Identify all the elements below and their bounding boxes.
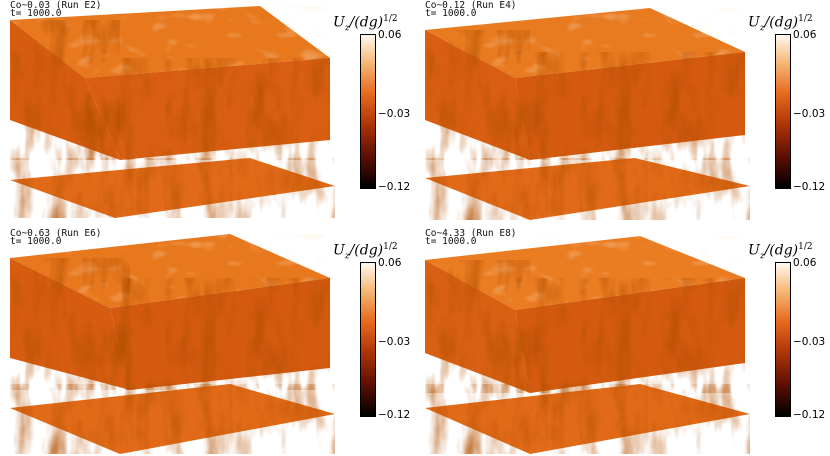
panel-e6-graphic (10, 234, 335, 454)
colorbar-title: Uz/(dg)1/2 (333, 14, 398, 34)
colorbar (775, 34, 791, 189)
panel-time: t= 1000.0 (425, 236, 477, 247)
colorbar-tick-min: −0.12 (378, 181, 411, 193)
panel-time: t= 1000.0 (10, 236, 62, 247)
colorbar-title: Uz/(dg)1/2 (748, 242, 813, 262)
colorbar-tick-min: −0.12 (793, 409, 826, 421)
colorbar (360, 262, 376, 417)
panel-label: Co~0.03 (Run E2) (10, 0, 102, 11)
panel-time: t= 1000.0 (10, 8, 62, 19)
panel-e4: Co~0.12 (Run E4) t= 1000.0 Uz/(dg)1/2 0.… (415, 0, 830, 228)
colorbar-title: Uz/(dg)1/2 (748, 14, 813, 34)
colorbar-tick-max: 0.06 (378, 29, 402, 41)
colorbar-tick-min: −0.12 (793, 181, 826, 193)
colorbar-tick-mid: −0.03 (378, 336, 411, 348)
panel-e2: Co~0.03 (Run E2) t= 1000.0 Uz/(dg)1/2 0.… (0, 0, 415, 228)
panel-e2-graphic (10, 6, 335, 218)
panel-e6: Co~0.63 (Run E6) t= 1000.0 Uz/(dg)1/2 0.… (0, 228, 415, 456)
colorbar-tick-max: 0.06 (793, 257, 817, 269)
colorbar-title: Uz/(dg)1/2 (333, 242, 398, 262)
panel-label: Co~0.12 (Run E4) (425, 0, 517, 11)
colorbar (360, 34, 376, 189)
panel-time: t= 1000.0 (425, 8, 477, 19)
colorbar-tick-mid: −0.03 (378, 108, 411, 120)
panel-label: Co~4.33 (Run E8) (425, 228, 517, 239)
colorbar-tick-mid: −0.03 (793, 108, 826, 120)
panel-e8-graphic (425, 236, 750, 454)
panel-e8: Co~4.33 (Run E8) t= 1000.0 Uz/(dg)1/2 0.… (415, 228, 830, 456)
colorbar-tick-min: −0.12 (378, 409, 411, 421)
colorbar-tick-mid: −0.03 (793, 336, 826, 348)
panel-e4-graphic (425, 8, 750, 220)
colorbar (775, 262, 791, 417)
colorbar-tick-max: 0.06 (378, 257, 402, 269)
colorbar-tick-max: 0.06 (793, 29, 817, 41)
panel-label: Co~0.63 (Run E6) (10, 228, 102, 239)
